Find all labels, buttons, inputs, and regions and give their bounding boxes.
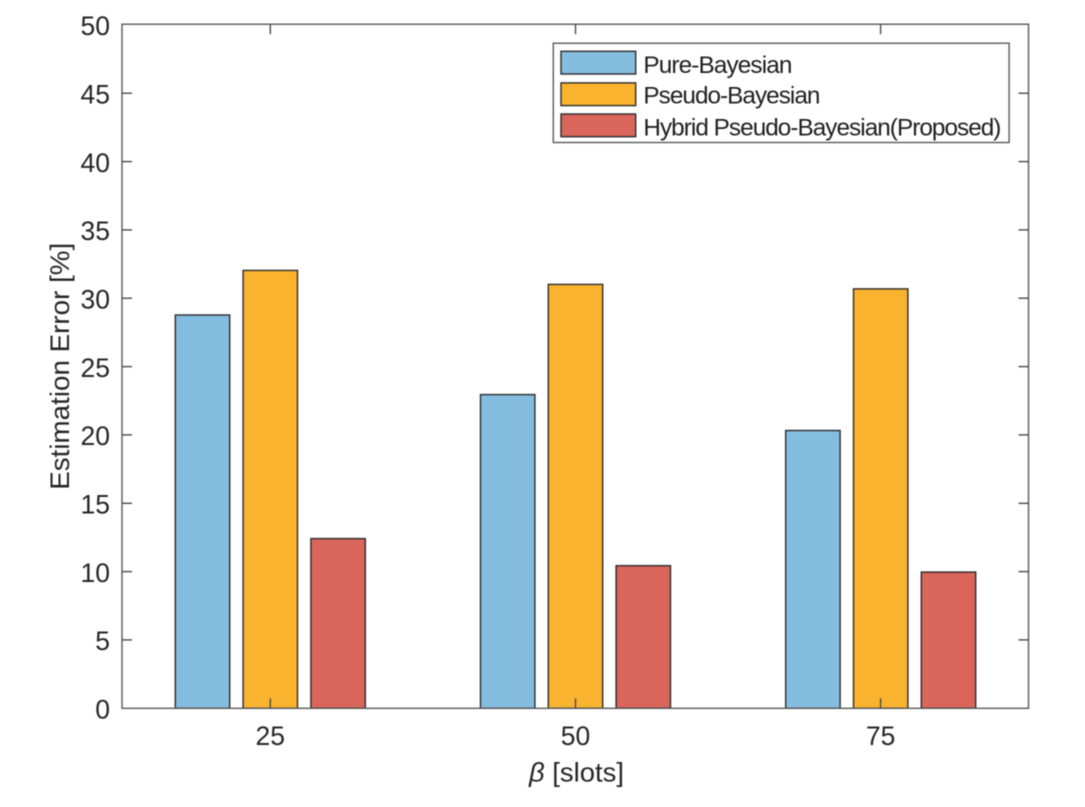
svg-text:15: 15 — [81, 490, 110, 520]
svg-text:10: 10 — [81, 558, 110, 588]
svg-text:Hybrid Pseudo-Bayesian(Propose: Hybrid Pseudo-Bayesian(Proposed) — [643, 114, 1001, 141]
svg-text:25: 25 — [256, 721, 285, 751]
svg-text:25: 25 — [81, 353, 110, 383]
svg-text:45: 45 — [81, 80, 110, 110]
svg-text:40: 40 — [81, 148, 110, 178]
svg-text:50: 50 — [81, 11, 110, 41]
svg-text:Estimation Error [%]: Estimation Error [%] — [45, 243, 75, 490]
svg-text:5: 5 — [95, 626, 110, 656]
svg-text:β [slots]: β [slots] — [528, 758, 624, 788]
svg-text:30: 30 — [81, 285, 110, 315]
svg-text:35: 35 — [81, 216, 110, 246]
svg-text:0: 0 — [95, 695, 110, 725]
svg-text:50: 50 — [561, 721, 590, 751]
svg-text:Pure-Bayesian: Pure-Bayesian — [643, 52, 792, 79]
svg-text:20: 20 — [81, 421, 110, 451]
svg-text:75: 75 — [866, 721, 895, 751]
svg-text:Pseudo-Bayesian: Pseudo-Bayesian — [643, 83, 820, 110]
